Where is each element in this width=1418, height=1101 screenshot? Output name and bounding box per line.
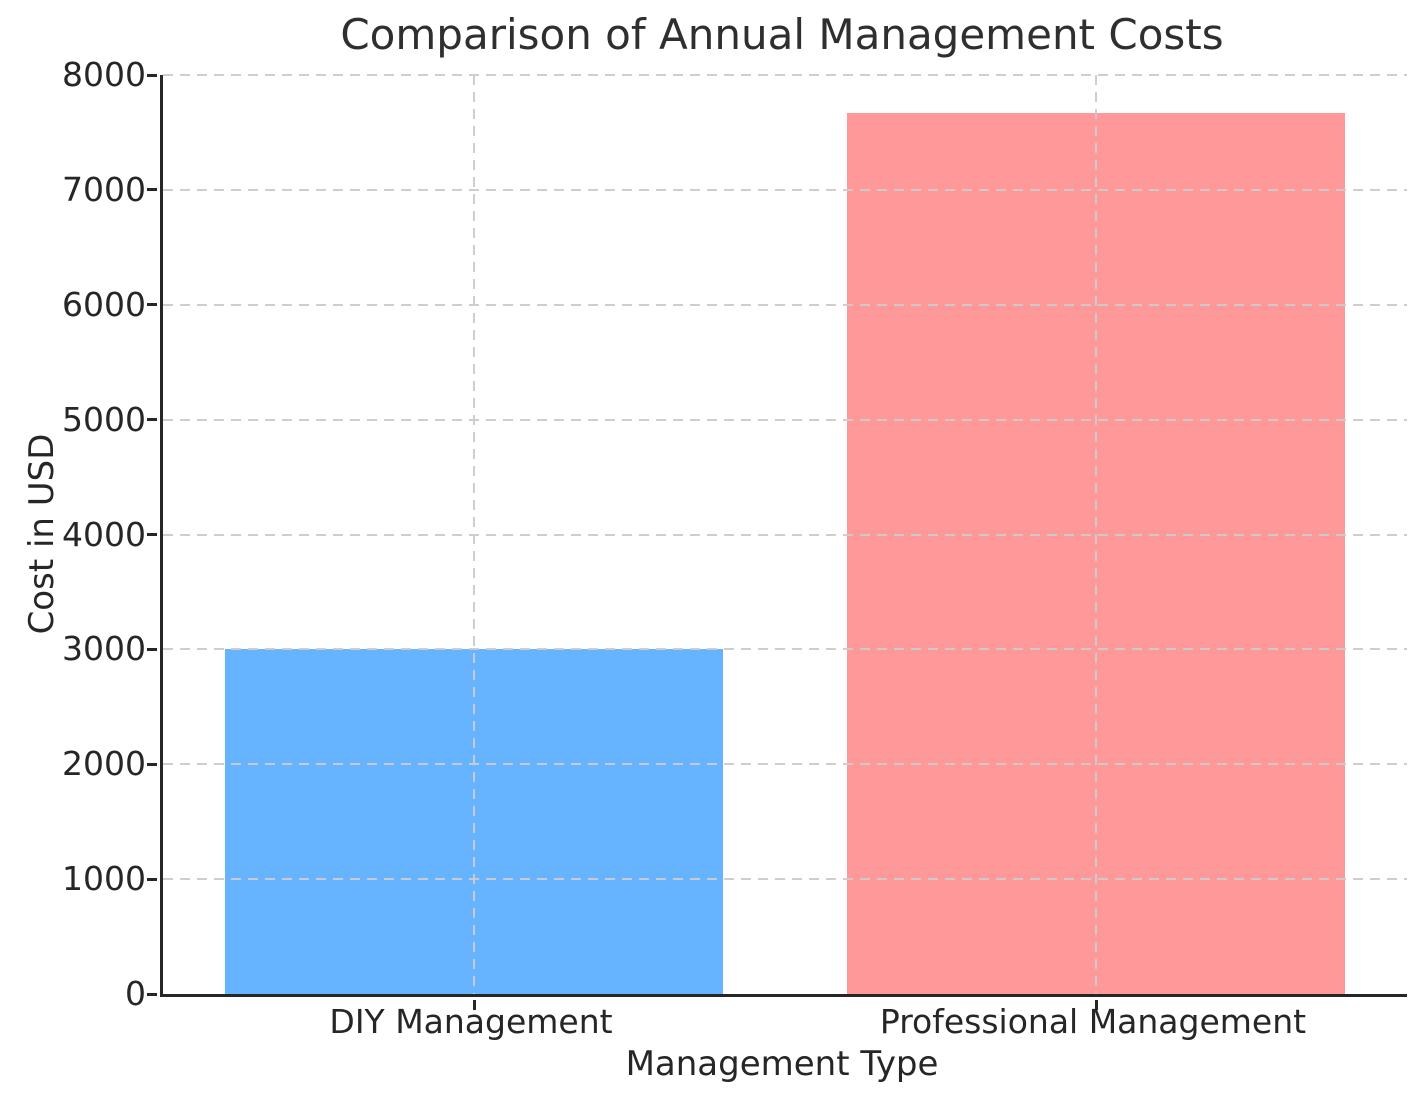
y-tick-3000 bbox=[147, 647, 157, 651]
y-tick-label-4000: 4000 bbox=[62, 514, 146, 554]
y-tick-8000 bbox=[147, 73, 157, 77]
x-tick-professional-management bbox=[1094, 1000, 1098, 1010]
y-tick-5000 bbox=[147, 418, 157, 422]
gridline-y-6000 bbox=[163, 303, 1407, 306]
y-tick-label-0: 0 bbox=[125, 974, 146, 1013]
y-tick-4000 bbox=[147, 533, 157, 536]
x-axis-label: Management Type bbox=[625, 1044, 939, 1084]
gridline-y-5000 bbox=[163, 418, 1407, 421]
y-tick-label-8000: 8000 bbox=[62, 55, 146, 94]
gridline-x-professional-management bbox=[1095, 75, 1097, 994]
gridline-y-3000 bbox=[163, 648, 1407, 651]
y-tick-0 bbox=[147, 992, 157, 996]
gridline-y-7000 bbox=[163, 188, 1407, 191]
y-tick-6000 bbox=[147, 303, 157, 307]
plot-area bbox=[147, 73, 1407, 1010]
gridline-y-1000 bbox=[163, 878, 1407, 881]
x-tick-label-diy-management: DIY Management bbox=[329, 1002, 613, 1041]
y-tick-label-6000: 6000 bbox=[62, 284, 146, 324]
gridline-y-2000 bbox=[163, 763, 1407, 766]
x-tick-label-professional-management: Professional Management bbox=[879, 1002, 1307, 1041]
x-tick-diy-management bbox=[472, 1000, 476, 1010]
y-tick-label-5000: 5000 bbox=[62, 399, 146, 439]
y-tick-label-1000: 1000 bbox=[62, 859, 146, 899]
y-tick-label-2000: 2000 bbox=[62, 744, 146, 784]
y-tick-1000 bbox=[147, 877, 157, 881]
y-tick-label-7000: 7000 bbox=[62, 169, 146, 209]
gridline-y-4000 bbox=[163, 533, 1407, 536]
gridline-x-diy-management bbox=[473, 75, 475, 994]
y-tick-7000 bbox=[147, 188, 157, 192]
chart-title: Comparison of Annual Management Costs bbox=[340, 10, 1224, 59]
y-tick-label-3000: 3000 bbox=[62, 629, 146, 669]
y-tick-2000 bbox=[147, 762, 157, 766]
gridline-y-8000 bbox=[163, 74, 1407, 76]
